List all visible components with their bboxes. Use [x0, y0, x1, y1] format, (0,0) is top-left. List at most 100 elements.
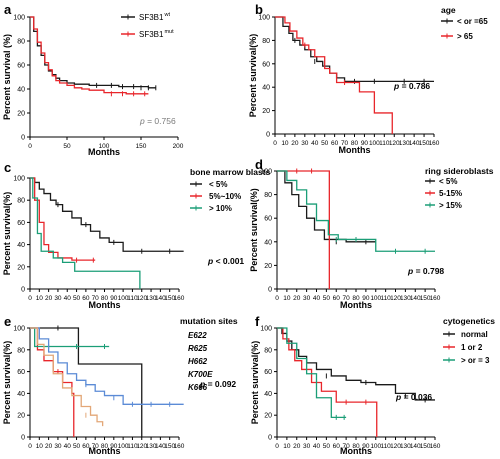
x-tick-label: 0 — [28, 143, 32, 150]
x-tick-label: 90 — [361, 140, 369, 147]
x-tick-label: 140 — [410, 443, 421, 450]
legend-label: K700E — [188, 370, 213, 379]
x-tick-label: 10 — [283, 295, 291, 302]
y-tick-label: 40 — [264, 239, 272, 246]
x-tick-label: 10 — [281, 140, 289, 147]
y-tick-label: 60 — [264, 369, 272, 376]
legend-label: > or = 3 — [461, 356, 490, 365]
series-c-1 — [30, 177, 96, 263]
x-tick-label: 150 — [136, 143, 147, 150]
x-tick-label: 20 — [293, 443, 301, 450]
x-tick-label: 0 — [273, 140, 277, 147]
series-f-2 — [277, 327, 347, 420]
panel-label-c: c — [4, 160, 11, 175]
x-tick-label: 200 — [173, 143, 184, 150]
x-tick-label: 100 — [118, 295, 129, 302]
x-tick-label: 20 — [291, 140, 299, 147]
y-tick-label: 40 — [17, 242, 25, 249]
x-tick-label: 40 — [313, 295, 321, 302]
survival-curve — [277, 327, 378, 437]
x-tick-label: 90 — [110, 443, 118, 450]
legend-title: mutation sites — [180, 316, 238, 326]
x-tick-label: 60 — [331, 140, 339, 147]
legend-label: SF3B1mut — [139, 29, 174, 39]
legend-label: H662 — [188, 357, 208, 366]
y-tick-label: 20 — [264, 263, 272, 270]
x-tick-label: 50 — [323, 295, 331, 302]
survival-curve — [30, 177, 96, 261]
axes-a: 0 20 40 60 80 100 0 50 100 150 200 — [13, 15, 183, 151]
legend-label: SF3B1wt — [139, 12, 170, 22]
x-tick-label: 90 — [362, 443, 370, 450]
x-axis-title: Months — [88, 147, 120, 157]
y-axis-title: Percent survival(%) — [2, 192, 12, 276]
x-tick-label: 110 — [127, 295, 138, 302]
legend-label: 5%~10% — [209, 192, 241, 201]
y-tick-label: 60 — [17, 369, 25, 376]
x-tick-label: 70 — [343, 295, 351, 302]
x-tick-label: 60 — [82, 443, 90, 450]
p-value-label: p = 0.798 — [407, 266, 444, 276]
x-tick-label: 50 — [73, 443, 81, 450]
legend-label: 1 or 2 — [461, 343, 483, 352]
x-axis-title: Months — [339, 145, 371, 155]
legend-label: E622 — [188, 331, 207, 340]
x-tick-label: 10 — [36, 443, 44, 450]
x-tick-label: 110 — [380, 295, 391, 302]
x-tick-label: 70 — [341, 140, 349, 147]
y-tick-label: 0 — [21, 287, 25, 294]
series-d-2 — [277, 170, 435, 254]
x-tick-label: 20 — [45, 295, 53, 302]
legend-label: normal — [461, 330, 488, 339]
legend-label: R625 — [188, 344, 208, 353]
survival-curve — [277, 170, 376, 243]
y-tick-label: 60 — [264, 216, 272, 223]
x-tick-label: 30 — [303, 443, 311, 450]
y-tick-label: 40 — [262, 85, 270, 92]
series-d-1 — [277, 168, 330, 289]
survival-curve — [277, 327, 347, 419]
survival-curve — [30, 16, 149, 95]
y-tick-label: 40 — [17, 391, 25, 398]
y-tick-label: 80 — [264, 347, 272, 354]
panel-label-b: b — [255, 2, 263, 17]
x-tick-label: 140 — [409, 140, 420, 147]
series-c-2 — [30, 177, 141, 289]
y-tick-label: 20 — [264, 413, 272, 420]
x-tick-label: 120 — [389, 140, 400, 147]
x-tick-label: 160 — [430, 295, 441, 302]
x-tick-label: 120 — [136, 295, 147, 302]
y-tick-label: 80 — [17, 39, 25, 46]
x-tick-label: 120 — [390, 295, 401, 302]
y-tick-label: 40 — [264, 391, 272, 398]
x-tick-label: 140 — [155, 443, 166, 450]
panel-label-f: f — [255, 314, 260, 329]
x-tick-label: 110 — [379, 140, 390, 147]
legend-b: age< or =65 > 65 — [441, 5, 488, 41]
x-tick-label: 20 — [45, 443, 53, 450]
series-c-0 — [30, 177, 184, 254]
survival-curve — [277, 170, 435, 252]
x-tick-label: 50 — [321, 140, 329, 147]
y-axis-title: Percent survival(%) — [249, 188, 259, 272]
x-tick-label: 80 — [351, 140, 359, 147]
legend-label: < or =65 — [457, 17, 488, 26]
y-tick-label: 20 — [262, 108, 270, 115]
y-axis-title: Percent survival (%) — [2, 34, 12, 120]
series-e-4 — [30, 327, 104, 427]
x-tick-label: 130 — [146, 443, 157, 450]
legend-label: 5-15% — [439, 189, 462, 198]
y-tick-label: 20 — [17, 264, 25, 271]
x-tick-label: 60 — [333, 443, 341, 450]
x-tick-label: 40 — [64, 295, 72, 302]
survival-curve — [30, 327, 104, 427]
x-tick-label: 40 — [311, 140, 319, 147]
series-f-1 — [277, 327, 378, 437]
x-tick-label: 140 — [155, 295, 166, 302]
legend-title: age — [441, 5, 456, 15]
x-tick-label: 80 — [352, 443, 360, 450]
